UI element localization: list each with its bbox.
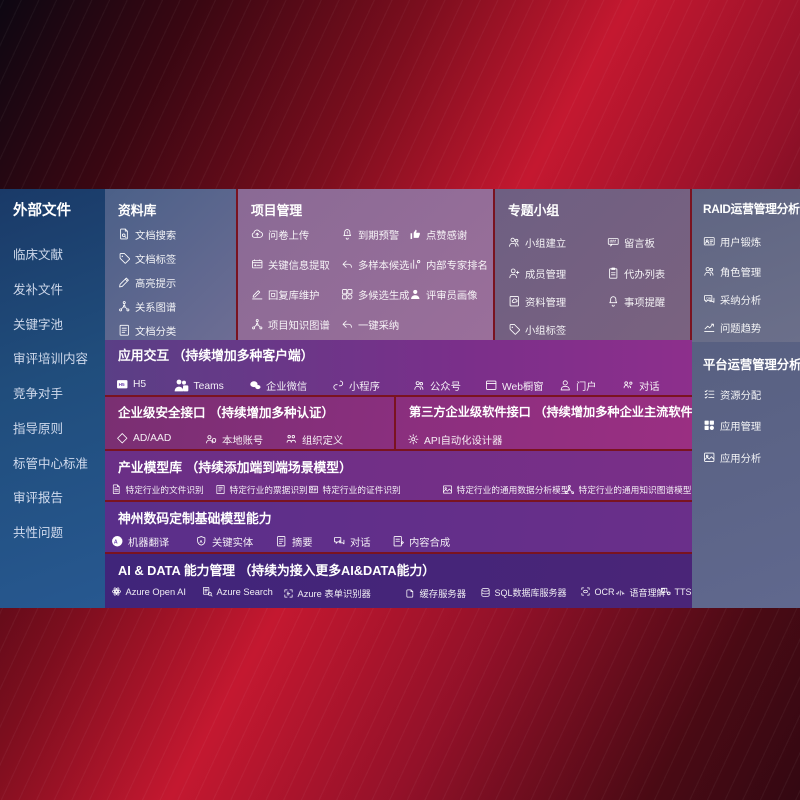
- svg-text:BBS: BBS: [610, 240, 616, 244]
- svg-text:A: A: [114, 540, 118, 546]
- svg-text:QA: QA: [706, 297, 712, 301]
- svg-text:A: A: [200, 539, 203, 544]
- svg-text:H5: H5: [119, 382, 125, 387]
